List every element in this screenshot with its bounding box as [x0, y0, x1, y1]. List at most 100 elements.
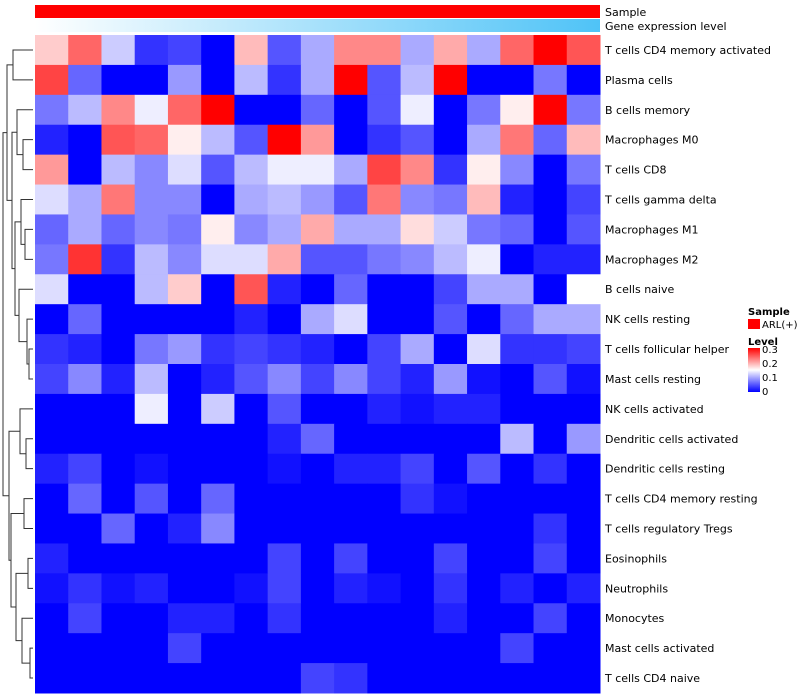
heatmap-cell [134, 603, 169, 634]
heatmap-cell [334, 304, 368, 335]
heatmap-cell [68, 453, 102, 485]
dendrogram-branch [2, 132, 9, 497]
heatmap-cell [267, 274, 302, 305]
heatmap-cell [267, 633, 302, 664]
heatmap-cell [35, 64, 69, 96]
heatmap-cell [467, 35, 501, 66]
heatmap-cell [433, 543, 468, 574]
heatmap-cell [300, 244, 335, 275]
heatmap-cell [134, 214, 169, 245]
heatmap-cell [134, 453, 169, 485]
heatmap-cell [300, 124, 335, 156]
dendrogram-branch [23, 498, 33, 529]
heatmap-cell [334, 124, 368, 156]
row-label: Mast cells resting [605, 373, 701, 386]
heatmap-cell [400, 483, 435, 515]
heatmap-cell [35, 453, 69, 485]
heatmap-cell [566, 453, 601, 485]
heatmap-cell [134, 573, 169, 604]
heatmap-cell [68, 483, 102, 515]
heatmap-cell [467, 124, 501, 156]
heatmap-cell [566, 663, 601, 694]
heatmap-cell [167, 543, 202, 574]
heatmap-cell [400, 274, 435, 305]
heatmap-cell [201, 274, 235, 305]
heatmap-cell [68, 423, 102, 455]
heatmap-cell [400, 184, 435, 215]
heatmap-cell [68, 603, 102, 634]
row-label: T cells follicular helper [604, 343, 730, 356]
heatmap-cell [400, 603, 435, 634]
dendrogram-branch [20, 199, 33, 245]
heatmap-cell [367, 94, 402, 126]
heatmap-cell [68, 35, 102, 66]
heatmap-cell [101, 334, 136, 365]
heatmap-cell [267, 334, 302, 365]
heatmap-cell [167, 393, 202, 425]
heatmap-cell [500, 364, 535, 395]
heatmap-cell [467, 423, 501, 455]
heatmap-cell [267, 94, 302, 126]
row-label: Plasma cells [605, 74, 673, 87]
heatmap-cell [400, 35, 435, 66]
heatmap-cell [367, 214, 402, 245]
row-label: B cells naive [605, 283, 674, 296]
heatmap-cell [300, 453, 335, 485]
legend: Sample ARL(+) Level 0.3 0.2 0.1 0 [748, 307, 798, 398]
heatmap-cell [500, 633, 535, 664]
heatmap-cell [267, 214, 302, 245]
heatmap-cell [201, 513, 235, 544]
heatmap-cell [134, 244, 169, 275]
heatmap-cell [433, 154, 468, 186]
heatmap-cell [566, 423, 601, 455]
heatmap-cell [201, 663, 235, 694]
heatmap-cell [167, 35, 202, 66]
heatmap-cell [35, 633, 69, 664]
heatmap-cell [334, 184, 368, 215]
heatmap-cell [433, 513, 468, 544]
heatmap-cell [68, 304, 102, 335]
dendrogram-branch [12, 49, 33, 81]
heatmap-cell [500, 184, 535, 215]
heatmap-cell [533, 573, 568, 604]
heatmap-cell [101, 64, 136, 96]
heatmap-cell [267, 663, 302, 694]
row-label: NK cells resting [605, 313, 690, 326]
heatmap-cell [400, 573, 435, 604]
heatmap-cell [367, 334, 402, 365]
legend-level-tick-02: 0.2 [762, 359, 778, 370]
row-label: Eosinophils [605, 552, 667, 565]
heatmap-cell [167, 364, 202, 395]
heatmap-cell [433, 35, 468, 66]
dendrogram-branch [16, 109, 33, 156]
heatmap-cell [68, 154, 102, 186]
heatmap-cell [334, 364, 368, 395]
heatmap-cell [35, 573, 69, 604]
dendrogram-branch [29, 647, 33, 679]
heatmap-cell [267, 603, 302, 634]
heatmap-cell [68, 94, 102, 126]
heatmap-cell [201, 214, 235, 245]
heatmap-cell [500, 453, 535, 485]
heatmap-cell [533, 393, 568, 425]
heatmap-cell [300, 513, 335, 544]
heatmap-cell [500, 483, 535, 515]
heatmap-cell [500, 274, 535, 305]
row-label: B cells memory [605, 104, 691, 117]
heatmap-cell [334, 633, 368, 664]
heatmap-cell [367, 274, 402, 305]
heatmap-cell [433, 573, 468, 604]
heatmap-cell [533, 274, 568, 305]
heatmap-cell [35, 35, 69, 66]
heatmap-cell [267, 573, 302, 604]
heatmap-cell [134, 663, 169, 694]
heatmap-cell [68, 393, 102, 425]
heatmap-cell [334, 94, 368, 126]
heatmap-cell [367, 423, 402, 455]
heatmap-cell [500, 513, 535, 544]
heatmap-cell [134, 393, 169, 425]
heatmap-cell [300, 603, 335, 634]
heatmap-cell [101, 214, 136, 245]
heatmap-cell [35, 154, 69, 186]
legend-level-colorbar [748, 348, 760, 392]
